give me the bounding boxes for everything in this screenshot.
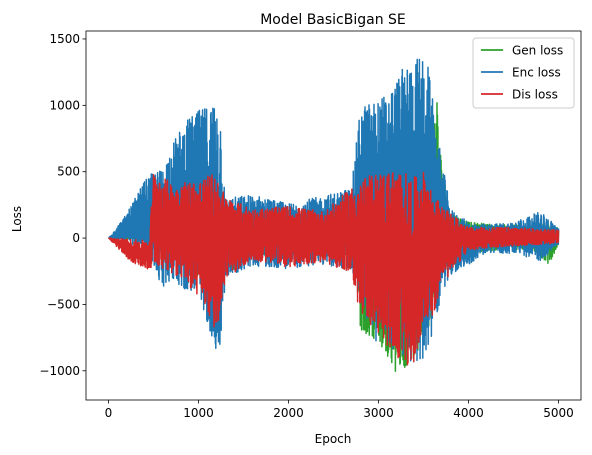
axes: 0 1000 2000 3000 4000 5000 −1000 −500 0 500 1000 15… (39, 30, 582, 420)
x-axis-label: Epoch (315, 432, 352, 446)
x-tick-label: 3000 (363, 406, 394, 420)
x-tick-label: 0 (105, 406, 113, 420)
legend-label: Dis loss (512, 88, 558, 102)
y-axis-label: Loss (10, 206, 24, 232)
y-tick-label: 1000 (49, 98, 80, 112)
x-tick-label: 1000 (183, 406, 214, 420)
series-layer (107, 58, 560, 373)
x-tick-label: 4000 (453, 406, 484, 420)
y-tick-label: 0 (72, 231, 80, 245)
y-tick-label: 500 (57, 165, 80, 179)
x-tick-label: 2000 (273, 406, 304, 420)
legend: Gen loss Enc loss Dis loss (472, 37, 575, 109)
y-tick-label: −500 (47, 297, 80, 311)
plot-frame (85, 30, 582, 401)
legend-box (472, 37, 575, 109)
x-tick-label: 5000 (543, 406, 574, 420)
chart-title: Model BasicBigan SE (260, 12, 406, 28)
y-tick-label: −1000 (39, 364, 80, 378)
legend-label: Gen loss (512, 44, 563, 58)
y-tick-label: 1500 (49, 32, 80, 46)
series-line-dis-loss (107, 171, 560, 366)
legend-label: Enc loss (512, 66, 561, 80)
